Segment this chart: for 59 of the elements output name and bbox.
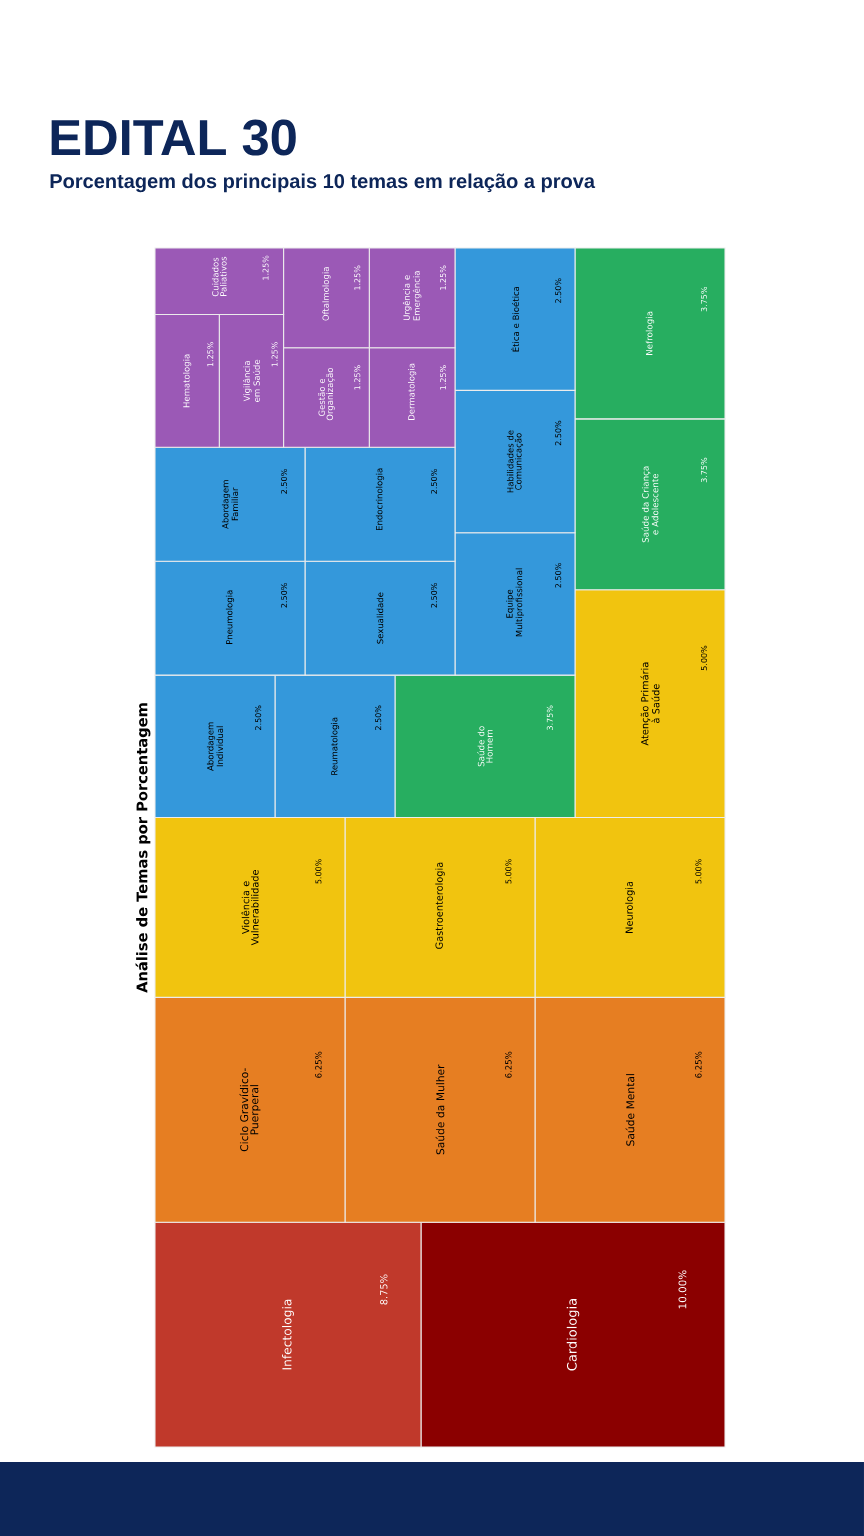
data-label: 2.50% xyxy=(255,705,262,730)
data-label: 2.50% xyxy=(430,469,438,494)
data-label: 1.25% xyxy=(354,265,361,290)
data-label: 1.25% xyxy=(439,365,447,390)
category-label: Pneumologia xyxy=(225,590,235,644)
data-label: 2.50% xyxy=(555,420,562,446)
category-label: Equipe Multiprofissional xyxy=(506,568,524,637)
category-label: Nefrologia xyxy=(645,311,655,355)
category-label: Sexualidade xyxy=(376,592,384,644)
category-label: Urgência e Emergência xyxy=(402,271,422,321)
data-label: 2.50% xyxy=(280,469,288,494)
category-label: Gastroenterologia xyxy=(435,862,445,949)
category-label: Gestão e Organização xyxy=(318,368,335,421)
data-label: 10.00% xyxy=(678,1270,687,1309)
data-label: 2.50% xyxy=(280,583,288,608)
category-label: Ciclo Gravídico-Puerperal xyxy=(239,1068,261,1152)
data-label: 2.50% xyxy=(555,563,562,588)
category-label: Vigilância em Saúde xyxy=(243,359,260,402)
data-label: 1.25% xyxy=(262,255,269,280)
data-label: 6.25% xyxy=(505,1051,512,1078)
category-label: Neurologia xyxy=(625,881,635,933)
data-label: 1.25% xyxy=(354,365,361,390)
data-label: 5.00% xyxy=(700,645,708,671)
text: Porcentagem dos principais 10 temas em relação a prova xyxy=(50,173,596,193)
data-label: 1.25% xyxy=(271,342,278,367)
category-label: Habilidades de Comunicação xyxy=(506,430,524,493)
category-label: Atenção Primária à Saúde xyxy=(640,662,660,746)
data-label: 6.25% xyxy=(315,1051,322,1078)
data-label: 2.50% xyxy=(430,583,438,608)
category-label: Dermatologia xyxy=(408,363,417,420)
category-label: Saúde do Homem xyxy=(477,726,493,767)
data-label: 6.25% xyxy=(695,1051,702,1078)
data-label: 5.00% xyxy=(505,859,512,884)
category-label: Ética e Bioética xyxy=(511,286,520,352)
category-label: Saúde da Criança e Adolescente xyxy=(641,466,659,543)
text: Análise de Temas por Porcentagem xyxy=(135,703,151,993)
category-label: Violência e Vulnerabilidade xyxy=(241,870,259,946)
category-label: Saúde Mental xyxy=(625,1074,635,1146)
data-label: 5.00% xyxy=(695,859,702,884)
data-label: 2.50% xyxy=(375,705,382,730)
category-label: Oftalmologia xyxy=(322,267,331,321)
category-label: Infectologia xyxy=(282,1299,294,1370)
category-label: Hematologia xyxy=(183,354,192,408)
category-label: Saúde da Mulher xyxy=(435,1064,445,1155)
data-label: 3.75% xyxy=(546,705,553,730)
data-label: 5.00% xyxy=(315,859,322,884)
category-label: Abordagem Individual xyxy=(206,722,224,771)
category-label: Reumatologia xyxy=(330,717,340,775)
data-label: 2.50% xyxy=(555,278,562,303)
text: EDITAL 30 xyxy=(51,119,296,156)
category-label: Cuidados Paliativos xyxy=(211,256,227,297)
data-label: 1.25% xyxy=(439,265,447,290)
category-label: Abordagem Familiar xyxy=(221,480,239,529)
data-label: 3.75% xyxy=(700,286,708,312)
data-label: 8.75% xyxy=(380,1274,388,1305)
category-label: Endocrinologia xyxy=(375,468,385,531)
data-label: 3.75% xyxy=(700,457,708,483)
category-label: Cardiologia xyxy=(566,1299,580,1371)
data-label: 1.25% xyxy=(207,342,214,367)
